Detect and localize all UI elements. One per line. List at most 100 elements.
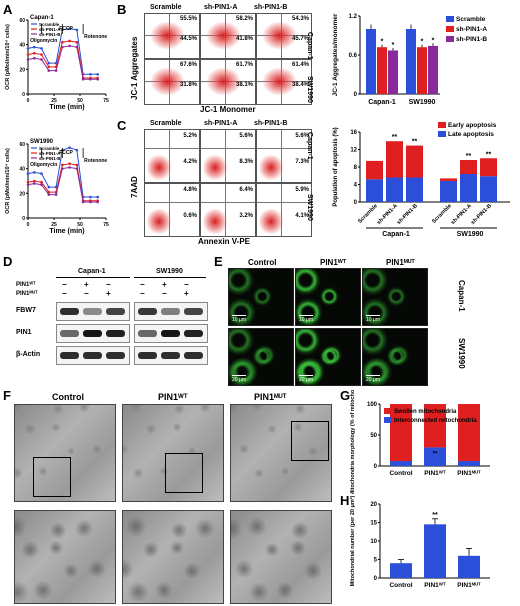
scale-bar: 10 μm: [232, 315, 246, 323]
wb-row-pin1mut: PIN1ᴹᵁᵀ: [16, 291, 38, 297]
annotation-fccp: FCCP: [59, 26, 73, 32]
stack-late: [386, 177, 403, 202]
y-axis-label: OCR (pMol/min/10⁴ cells): [5, 24, 11, 90]
event-cloud: [207, 21, 240, 50]
series-point: [40, 172, 43, 175]
jc1-plot: 61.4% 38.4%: [256, 59, 312, 105]
x-tick-label: 25: [51, 98, 57, 104]
apop-col-shpin1a: sh-PIN1-A: [204, 120, 238, 127]
blot-band: [106, 308, 125, 315]
series-point: [32, 182, 36, 185]
wb-row-pin1wt: PIN1ᵂᵀ: [16, 282, 36, 288]
legend-label: sh-PIN1-A: [39, 151, 61, 156]
y-tick-label: 4: [354, 183, 358, 189]
series-point: [47, 190, 51, 194]
jc1-col-scramble: Scramble: [150, 4, 182, 11]
blot-band: [60, 352, 79, 359]
em-col-pin1mut: PIN1ᴹᵁᵀ: [254, 392, 287, 402]
y-tick-label: 20: [19, 67, 25, 73]
bar: [458, 555, 480, 578]
legend-label: Scramble: [39, 146, 60, 151]
lane-sign: −: [184, 280, 189, 289]
wb-band-actin: β-Actin: [16, 351, 41, 358]
event-cloud: [147, 208, 172, 234]
jc1-flow-grid: JC-1 Aggregates Scramble sh-PIN1-A sh-PI…: [130, 4, 322, 116]
blot-strip: [56, 302, 130, 321]
bar: [390, 563, 412, 578]
scale-bar: 10 μm: [366, 315, 380, 323]
significance-mark: **: [486, 151, 492, 158]
significance-mark: *: [381, 39, 384, 46]
zoom-region-box: [33, 457, 71, 497]
series-point: [68, 146, 71, 149]
quadrant-value: 4.2%: [183, 158, 197, 165]
event-cloud: [263, 21, 296, 50]
quadrant-value: 5.9%: [295, 187, 309, 193]
significance-mark: **: [433, 451, 438, 457]
blot-band: [106, 352, 125, 359]
lane-sign: −: [162, 289, 167, 298]
bar: [388, 50, 398, 94]
y-tick-label: 8: [354, 165, 358, 171]
lane-sign: −: [140, 289, 145, 298]
jc1-col-shpin1a: sh-PIN1-A: [204, 4, 238, 11]
em-grid: Control PIN1ᵂᵀ PIN1ᴹᵁᵀ: [14, 392, 336, 604]
bar: [424, 524, 446, 578]
y-tick-label: 50: [370, 433, 377, 439]
blot-strip: [134, 346, 208, 365]
y-tick-label: 15: [370, 521, 377, 527]
significance-mark: **: [392, 134, 398, 141]
quadrant-line: [225, 184, 227, 236]
stack-late: [480, 176, 497, 202]
jc1-ratio-chart: 0 0.6 1.2 * * Capan-1 * * SW1990 JC-1 Aggregates/…: [332, 13, 487, 106]
stack-interconnected: [458, 461, 480, 466]
series-point: [89, 200, 92, 204]
event-cloud: [151, 21, 184, 50]
fluo-row-sw1990: SW1990: [457, 338, 466, 369]
wb-band-fbw7: FBW7: [16, 307, 36, 314]
series-point: [89, 77, 92, 81]
fluo-col-pin1wt: PIN1ᵂᵀ: [320, 258, 347, 267]
apop-xlabel: Annexin V-PE: [198, 237, 251, 246]
legend-label: Swollen mitochondria: [394, 409, 457, 415]
series-point: [75, 28, 79, 32]
series-point: [32, 45, 36, 49]
blot-strip: [56, 346, 130, 365]
panel-letter-d: D: [3, 254, 13, 269]
quadrant-line: [257, 202, 311, 204]
blot-strip: [134, 302, 208, 321]
legend-swatch: [446, 36, 454, 42]
series-point: [40, 53, 43, 56]
quadrant-line: [225, 130, 227, 182]
annotation-oligomycin: Oligomycin: [30, 162, 57, 168]
significance-mark: **: [432, 512, 438, 519]
apop-plot: 4.8% 0.6%: [144, 183, 200, 237]
y-tick-label: 10: [370, 539, 377, 545]
series-point: [47, 65, 51, 69]
y-tick-label: 0.6: [349, 53, 358, 59]
category-label: SW1990: [409, 99, 436, 106]
x-axis-label: Time (min): [49, 228, 84, 235]
y-tick-label: 20: [370, 502, 377, 508]
jc1-ylabel: JC-1 Aggregates: [130, 36, 139, 100]
fluorescence-image: 10 μm: [295, 268, 361, 326]
category-label: PIN1ᴹᵁᵀ: [457, 470, 481, 477]
series-point: [61, 163, 64, 167]
stack-early: [366, 160, 383, 180]
em-image: [122, 404, 224, 502]
series-point: [26, 47, 30, 50]
apop-ylabel: 7AAD: [130, 176, 139, 198]
blot-band: [106, 330, 125, 337]
em-zoom-image: [122, 510, 224, 604]
bar: [366, 29, 376, 94]
event-cloud: [263, 67, 296, 96]
series-point: [47, 185, 51, 189]
lane-sign: −: [62, 280, 67, 289]
panel-letter-e: E: [214, 254, 223, 269]
series-point: [26, 180, 30, 184]
quadrant-value: 7.3%: [295, 158, 309, 165]
quadrant-value: 61.7%: [235, 62, 253, 68]
apop-plot: 5.6% 7.3%: [256, 129, 312, 183]
jc1-col-shpin1b: sh-PIN1-B: [254, 4, 288, 11]
